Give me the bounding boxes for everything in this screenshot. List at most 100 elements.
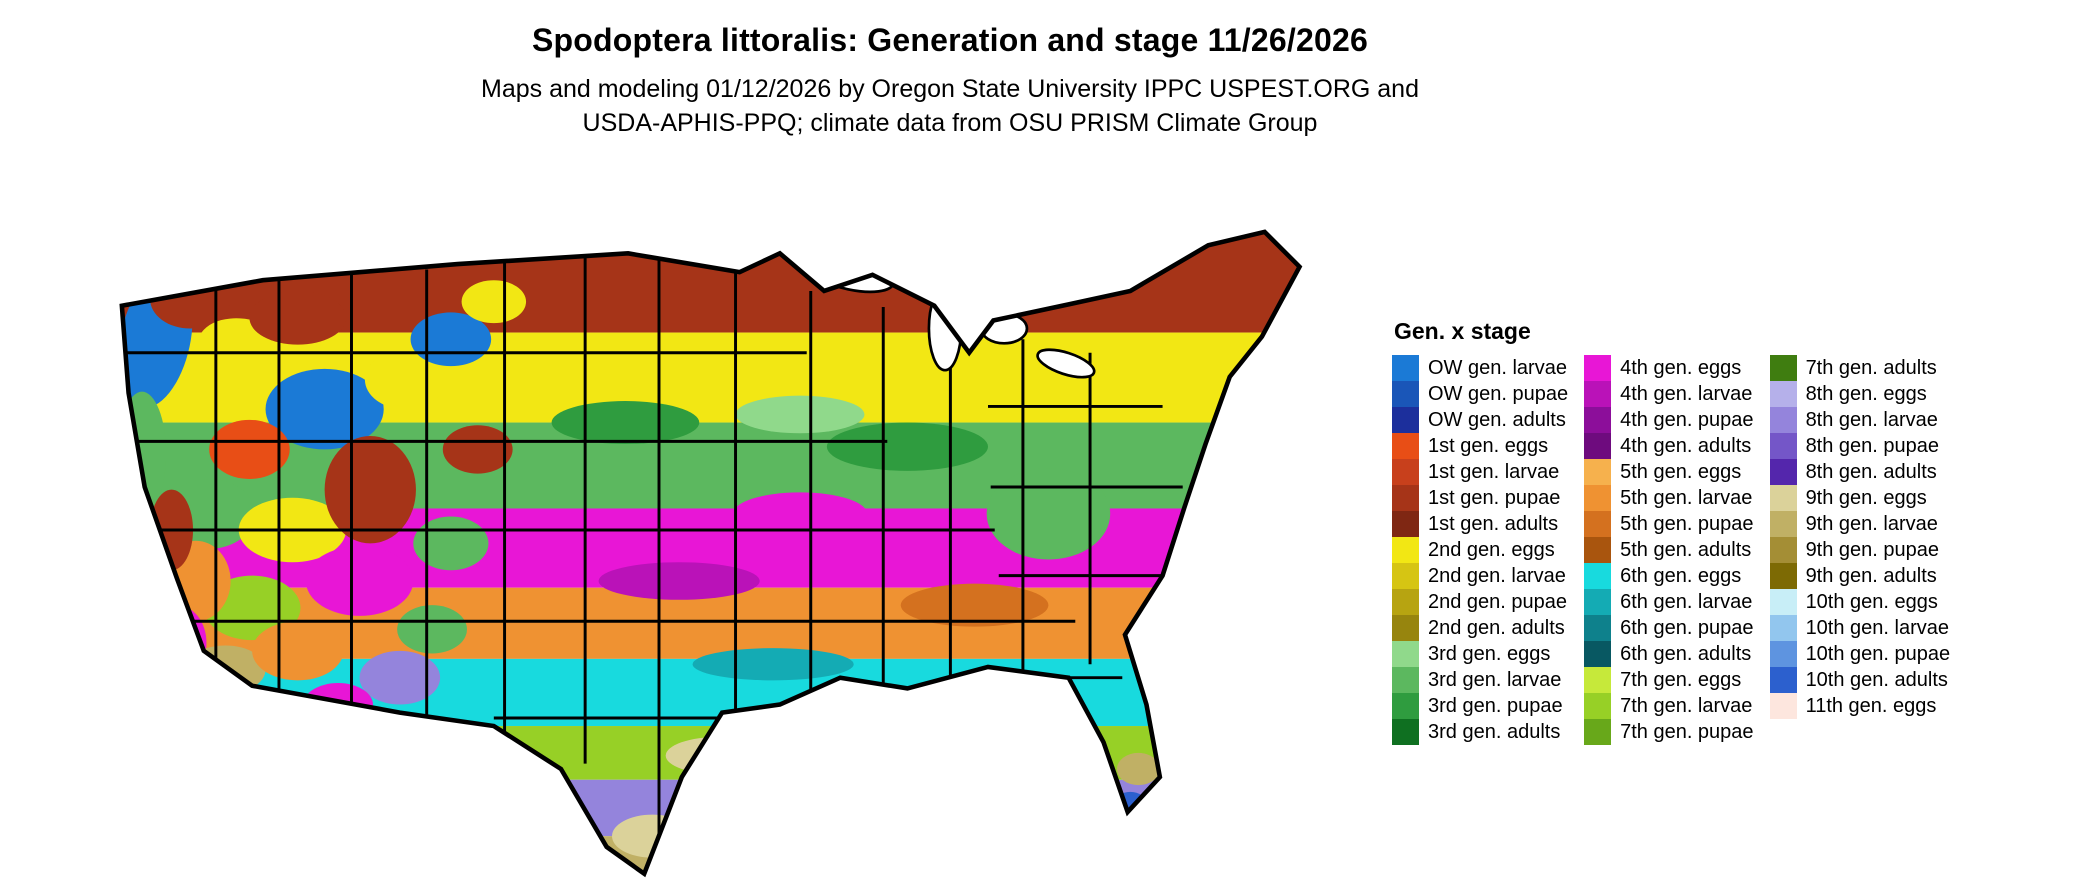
legend-item-label: 11th gen. eggs [1805, 695, 1937, 717]
western-mosaic [121, 269, 527, 727]
legend-item: 5th gen. adults [1584, 537, 1753, 563]
legend-swatch [1769, 589, 1797, 615]
legend-item: 5th gen. pupae [1584, 511, 1754, 537]
legend-swatch [1584, 537, 1612, 563]
lake-erie [1036, 348, 1096, 379]
legend-swatch [1769, 355, 1797, 381]
legend-item-label: 1st gen. pupae [1428, 487, 1561, 509]
legend-item-label: 8th gen. adults [1805, 461, 1937, 483]
legend-swatch [1584, 693, 1612, 719]
legend-swatch [1769, 433, 1797, 459]
legend-item: 6th gen. adults [1584, 641, 1753, 667]
legend-item: 2nd gen. eggs [1392, 537, 1568, 563]
legend-item-label: 7th gen. eggs [1620, 669, 1742, 691]
legend-swatch [1769, 407, 1797, 433]
legend-swatch [1769, 667, 1797, 693]
map-header: Spodoptera littoralis: Generation and st… [250, 22, 1650, 141]
legend-swatch [1584, 615, 1612, 641]
legend-swatch [1769, 693, 1797, 719]
legend-item-label: OW gen. adults [1428, 409, 1566, 431]
legend-item: 9th gen. adults [1769, 563, 1951, 589]
legend-item: 2nd gen. pupae [1392, 589, 1568, 615]
legend-item-label: 10th gen. larvae [1805, 617, 1949, 639]
legend-swatch [1392, 563, 1419, 589]
legend-item: 3rd gen. adults [1392, 719, 1568, 745]
legend-item: 10th gen. pupae [1769, 641, 1950, 667]
legend-column: 7th gen. adults 8th gen. eggs 8th gen. lar… [1769, 355, 1951, 719]
legend-item-label: 2nd gen. eggs [1428, 539, 1555, 561]
legend-swatch [1392, 667, 1419, 693]
legend-item-label: 5th gen. pupae [1620, 513, 1754, 535]
legend-item-label: 5th gen. eggs [1620, 461, 1742, 483]
us-outline [119, 229, 1303, 878]
legend-item-label: 4th gen. adults [1620, 435, 1752, 457]
page-title: Spodoptera littoralis: Generation and st… [532, 22, 1368, 58]
credits-line-1: Maps and modeling 01/12/2026 by Oregon S… [481, 75, 1419, 103]
legend-item-label: OW gen. larvae [1428, 357, 1567, 379]
us-generation-stage-map [48, 178, 1364, 890]
legend-swatch [1392, 459, 1419, 485]
legend-item: 8th gen. pupae [1769, 433, 1951, 459]
legend-item: 1st gen. eggs [1392, 433, 1568, 459]
legend-columns: OW gen. larvae OW gen. pupae OW gen. adult… [1392, 355, 2100, 745]
legend-swatch [1392, 355, 1419, 381]
legend-swatch [1392, 485, 1419, 511]
legend-item-label: 6th gen. adults [1620, 643, 1752, 665]
legend-swatch [1584, 407, 1612, 433]
state-borders [121, 231, 1183, 874]
legend-swatch [1392, 381, 1419, 407]
legend-item: 9th gen. pupae [1769, 537, 1951, 563]
legend-swatch [1392, 719, 1419, 745]
legend-swatch [1392, 641, 1419, 667]
legend-item: 7th gen. eggs [1584, 667, 1753, 693]
legend-item: 7th gen. adults [1769, 355, 1951, 381]
legend-item-label: 2nd gen. pupae [1428, 591, 1568, 613]
legend-item-label: 9th gen. pupae [1805, 539, 1940, 561]
legend-item: 6th gen. larvae [1584, 589, 1753, 615]
legend-swatch [1392, 615, 1419, 641]
legend-item: 1st gen. pupae [1392, 485, 1568, 511]
legend-item: 7th gen. larvae [1584, 693, 1753, 719]
legend-item: OW gen. pupae [1392, 381, 1568, 407]
legend-item: 3rd gen. pupae [1392, 693, 1568, 719]
legend-swatch [1584, 719, 1612, 745]
legend-item-label: 6th gen. larvae [1620, 591, 1753, 613]
legend-item-label: 7th gen. pupae [1620, 721, 1754, 743]
legend-item-label: 9th gen. eggs [1805, 487, 1927, 509]
legend-item: 10th gen. larvae [1769, 615, 1951, 641]
legend-item-label: 7th gen. adults [1805, 357, 1937, 379]
legend-item: 2nd gen. larvae [1392, 563, 1568, 589]
legend-item-label: 3rd gen. adults [1428, 721, 1561, 743]
legend-item-label: 1st gen. adults [1428, 513, 1559, 535]
legend-item: 11th gen. eggs [1769, 693, 1951, 719]
legend-item: 4th gen. eggs [1584, 355, 1753, 381]
legend-item: 2nd gen. adults [1392, 615, 1568, 641]
legend: Gen. x stage OW gen. larvae OW gen. pupae… [1392, 318, 2100, 745]
legend-item: 10th gen. adults [1769, 667, 1951, 693]
legend-swatch [1769, 459, 1797, 485]
legend-item: 10th gen. eggs [1769, 589, 1951, 615]
legend-swatch [1392, 537, 1419, 563]
legend-swatch [1584, 433, 1612, 459]
legend-item-label: 10th gen. eggs [1805, 591, 1938, 613]
legend-column: OW gen. larvae OW gen. pupae OW gen. adult… [1392, 355, 1568, 745]
legend-swatch [1584, 355, 1612, 381]
legend-item-label: 4th gen. pupae [1620, 409, 1754, 431]
legend-swatch [1769, 511, 1797, 537]
legend-item-label: 8th gen. eggs [1805, 383, 1927, 405]
legend-item: OW gen. larvae [1392, 355, 1568, 381]
legend-swatch [1584, 589, 1612, 615]
legend-item-label: 9th gen. larvae [1805, 513, 1938, 535]
legend-swatch [1769, 641, 1797, 667]
legend-swatch [1769, 537, 1797, 563]
legend-item: 6th gen. eggs [1584, 563, 1753, 589]
legend-swatch [1769, 381, 1797, 407]
legend-item: 3rd gen. larvae [1392, 667, 1568, 693]
legend-item-label: OW gen. pupae [1428, 383, 1569, 405]
legend-item: 9th gen. larvae [1769, 511, 1951, 537]
legend-item-label: 2nd gen. adults [1428, 617, 1565, 639]
legend-swatch [1769, 615, 1797, 641]
legend-item: 7th gen. pupae [1584, 719, 1754, 745]
legend-item: 8th gen. eggs [1769, 381, 1951, 407]
legend-swatch [1584, 485, 1612, 511]
